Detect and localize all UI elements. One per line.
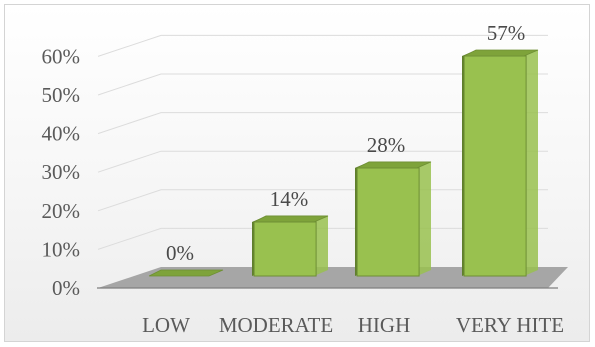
y-tick-label: 10%: [42, 237, 81, 261]
x-tick-label: VERY HITE: [456, 313, 564, 337]
bar-top-face: [148, 269, 224, 277]
data-label: 57%: [487, 21, 526, 45]
bar: [463, 55, 527, 277]
bar-side-face: [524, 49, 538, 277]
bar: [253, 221, 317, 277]
gridline: [97, 73, 548, 96]
bar-top-face: [253, 215, 329, 223]
y-tick-label: 40%: [42, 122, 81, 146]
bar: [356, 167, 420, 277]
data-label: 28%: [367, 133, 406, 157]
gridline: [97, 34, 548, 57]
x-tick-label: HIGH: [358, 313, 411, 337]
bar-side-face: [314, 215, 328, 276]
bar-side-face: [417, 161, 431, 276]
bar-top-face: [356, 161, 432, 169]
y-tick-label: 0%: [52, 276, 80, 300]
y-tick-label: 60%: [42, 44, 81, 68]
bars: [147, 49, 539, 277]
y-tick-label: 20%: [42, 199, 81, 223]
y-tick-label: 30%: [42, 160, 81, 184]
y-tick-label: 50%: [42, 83, 81, 107]
x-tick-label: LOW: [142, 313, 190, 337]
data-label: 14%: [270, 187, 309, 211]
gridline: [97, 112, 548, 135]
gridline: [97, 150, 548, 173]
data-label: 0%: [166, 241, 194, 265]
x-tick-label: MODERATE: [219, 313, 333, 337]
bar-top-face: [463, 49, 539, 57]
labels: 0% 10% 20% 30% 40% 50% 60% 0% 14% 28% 57% LOW MODERA…: [42, 21, 565, 337]
